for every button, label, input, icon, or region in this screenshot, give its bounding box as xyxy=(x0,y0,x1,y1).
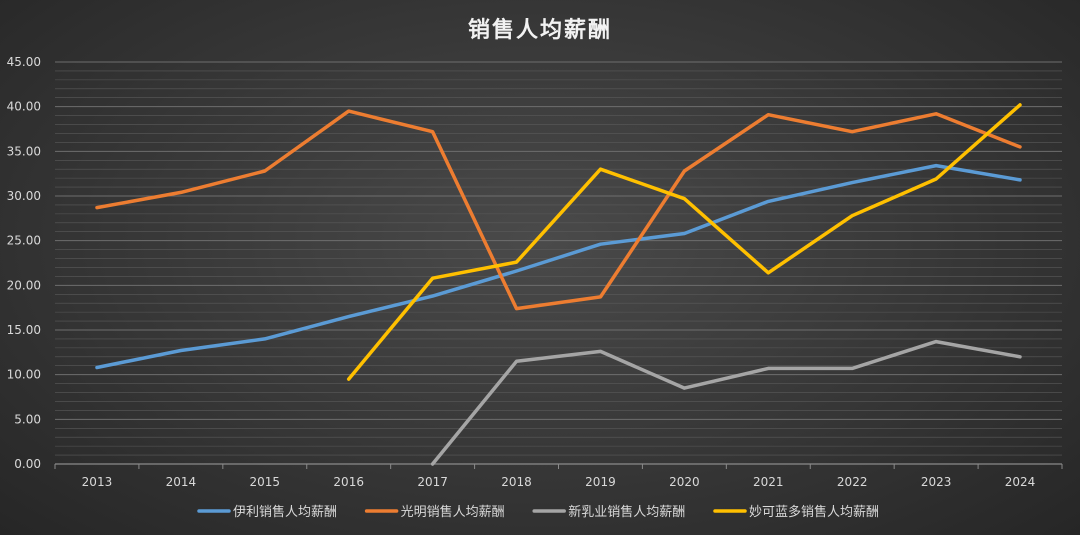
x-tick-label: 2019 xyxy=(585,475,616,489)
series-line xyxy=(95,163,1022,370)
x-tick-label: 2018 xyxy=(501,475,532,489)
series-line xyxy=(430,339,1022,466)
legend-label: 光明销售人均薪酬 xyxy=(401,504,505,520)
series-lines xyxy=(95,103,1022,466)
gridlines xyxy=(54,61,1063,469)
x-tick-label: 2015 xyxy=(250,475,281,489)
legend-item: 妙可蓝多销售人均薪酬 xyxy=(713,504,879,520)
y-tick-label: 30.00 xyxy=(7,189,41,203)
legend-item: 伊利销售人均薪酬 xyxy=(197,504,337,520)
y-tick-label: 0.00 xyxy=(14,457,41,471)
y-tick-label: 45.00 xyxy=(7,55,41,69)
y-tick-label: 10.00 xyxy=(7,368,41,382)
legend-label: 新乳业销售人均薪酬 xyxy=(568,504,685,520)
x-tick-label: 2024 xyxy=(1005,475,1036,489)
legend-label: 伊利销售人均薪酬 xyxy=(233,504,337,520)
x-tick-label: 2023 xyxy=(921,475,952,489)
y-tick-label: 5.00 xyxy=(14,412,41,426)
axis-labels: 0.00 5.00 10.00 15.00 20.00 25.00 30.00 35.00 40… xyxy=(7,55,1036,489)
y-tick-label: 20.00 xyxy=(7,278,41,292)
legend-item: 新乳业销售人均薪酬 xyxy=(532,504,685,520)
chart-title: 销售人均薪酬 xyxy=(467,18,612,43)
legend-item: 光明销售人均薪酬 xyxy=(364,504,505,520)
series-line xyxy=(346,103,1022,381)
x-tick-label: 2016 xyxy=(333,475,364,489)
x-tick-label: 2017 xyxy=(417,475,448,489)
x-tick-label: 2014 xyxy=(166,475,197,489)
legend: 伊利销售人均薪酬 光明销售人均薪酬 新乳业销售人均薪酬 妙可蓝多销售人均薪酬 xyxy=(197,504,879,520)
x-tick-label: 2022 xyxy=(837,475,868,489)
legend-label: 妙可蓝多销售人均薪酬 xyxy=(749,504,879,520)
y-tick-label: 40.00 xyxy=(7,100,41,114)
y-tick-label: 15.00 xyxy=(7,323,41,337)
x-tick-label: 2020 xyxy=(669,475,700,489)
x-tick-label: 2021 xyxy=(753,475,784,489)
x-tick-label: 2013 xyxy=(82,475,113,489)
y-tick-label: 25.00 xyxy=(7,234,41,248)
y-tick-label: 35.00 xyxy=(7,144,41,158)
series-line xyxy=(95,109,1022,311)
